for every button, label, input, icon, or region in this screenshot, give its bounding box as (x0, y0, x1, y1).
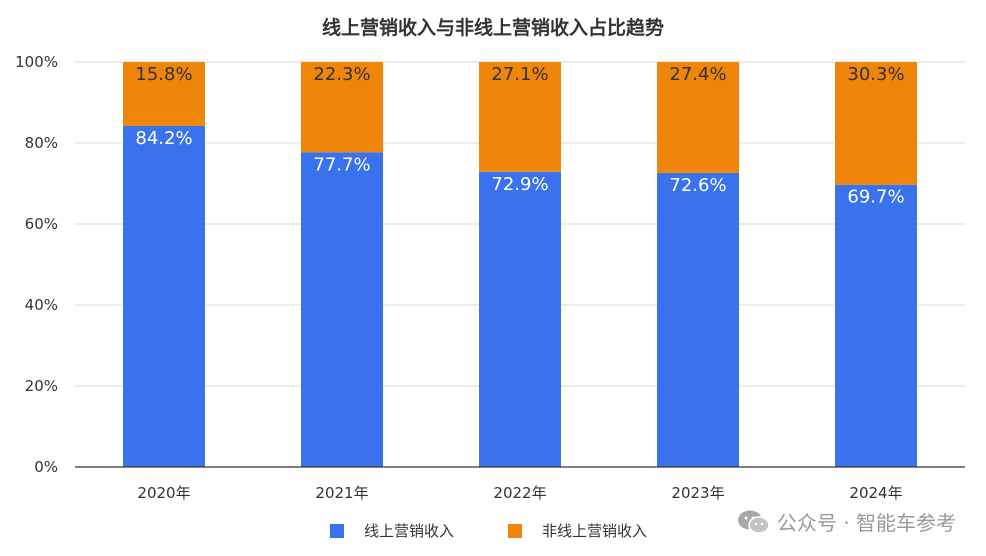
bar-segment (835, 62, 917, 185)
wechat-icon (737, 510, 770, 534)
data-label: 27.1% (491, 64, 548, 85)
x-tick-label: 2021年 (315, 484, 368, 502)
data-label: 15.8% (135, 64, 192, 85)
y-tick-label: 100% (15, 53, 58, 71)
y-tick-label: 60% (25, 215, 58, 233)
data-label: 27.4% (669, 64, 726, 85)
legend-swatch (508, 524, 522, 538)
watermark-text: 公众号 · 智能车参考 (776, 511, 956, 535)
chart-title: 线上营销收入与非线上营销收入占比趋势 (322, 16, 664, 39)
bar-segment (123, 125, 205, 468)
axes: 0% 20% 40% 60% 80% 100% 2020年 2021年 2022年 2023年 20… (15, 53, 965, 502)
legend-swatch (330, 524, 344, 538)
y-tick-label: 20% (25, 377, 58, 395)
legend-label: 线上营销收入 (364, 522, 454, 540)
data-label: 84.2% (135, 128, 192, 149)
bar-segment (301, 62, 383, 153)
data-label: 69.7% (847, 187, 904, 208)
bar-segment (123, 62, 205, 126)
bar-segment (479, 62, 561, 172)
bar-segment (835, 184, 917, 467)
x-tick-label: 2020年 (137, 484, 190, 502)
y-tick-label: 80% (25, 134, 58, 152)
legend: 线上营销收入 非线上营销收入 (330, 522, 647, 540)
bar-segment (657, 172, 739, 467)
data-label: 72.6% (669, 175, 726, 196)
x-tick-label: 2022年 (493, 484, 546, 502)
bar-segment (479, 171, 561, 467)
data-label: 72.9% (491, 174, 548, 195)
bar-segment (301, 152, 383, 467)
y-tick-label: 40% (25, 296, 58, 314)
bar-segment (657, 62, 739, 173)
bars: 84.2% 15.8% 77.7% 22.3% 72.9% 27.1% 72.6% 27.4%… (123, 62, 917, 468)
x-tick-label: 2024年 (849, 484, 902, 502)
legend-label: 非线上营销收入 (542, 522, 647, 540)
watermark: 公众号 · 智能车参考 (737, 507, 956, 536)
data-label: 22.3% (313, 64, 370, 85)
data-label: 30.3% (847, 64, 904, 85)
x-tick-label: 2023年 (671, 484, 724, 502)
data-label: 77.7% (313, 154, 370, 175)
y-tick-label: 0% (34, 458, 58, 476)
